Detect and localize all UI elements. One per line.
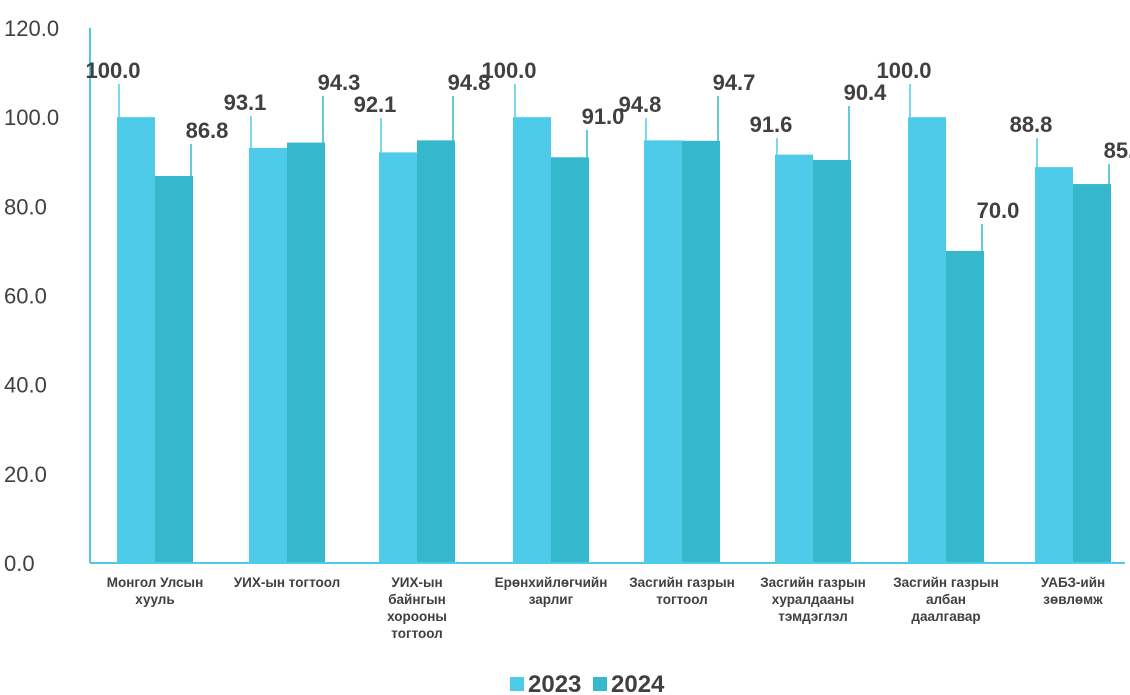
x-tick-label: Ерөнхийлөгчийн зарлиг: [495, 575, 608, 607]
data-label: 92.1: [354, 92, 397, 117]
bar-2024: [155, 176, 193, 563]
bar-2023: [644, 140, 682, 563]
y-tick-label: 100.0: [4, 105, 59, 130]
x-tick-label: Монгол Улсын хууль: [107, 575, 203, 607]
bars: [117, 117, 1111, 564]
data-label: 70.0: [977, 198, 1020, 223]
legend-label-2024: 2024: [611, 671, 665, 695]
y-tick-label: 60.0: [4, 284, 47, 309]
data-label: 100.0: [481, 58, 536, 83]
bar-2023: [908, 117, 946, 564]
legend: 2023 2024: [510, 671, 665, 695]
bar-2023: [379, 152, 417, 563]
x-tick-label: Засгийн газрын хуралдааны тэмдэглэл: [760, 575, 866, 624]
legend-swatch-2023: [510, 677, 524, 691]
data-labels: 100.093.1 92.1100.094.891.6100.088.886.89…: [85, 58, 1130, 223]
data-label-leaders: [118, 84, 1110, 251]
data-label: 94.7: [713, 70, 756, 95]
data-label: 90.4: [844, 80, 888, 105]
x-tick-label: УИХ-ын тогтоол: [234, 575, 341, 590]
bar-2024: [551, 157, 589, 563]
data-label: 100.0: [876, 58, 931, 83]
bar-2024: [682, 140, 720, 563]
y-tick-label: 120.0: [4, 16, 59, 41]
y-tick-label: 20.0: [4, 462, 47, 487]
bar-2023: [513, 117, 551, 564]
bar-2023: [775, 154, 813, 563]
x-tick-label: УАБЗ-ийн зөвлөмж: [1041, 575, 1105, 607]
y-axis: 0.0 20.0 40.0 60.0 80.0 100.0 120.0: [4, 16, 91, 576]
data-label: 100.0: [85, 58, 140, 83]
data-label: 94.8: [619, 92, 662, 117]
data-label: 94.3: [318, 70, 361, 95]
data-label: 86.8: [186, 118, 229, 143]
x-tick-label: Засгийн газрын тогтоол: [629, 575, 735, 607]
bar-2023: [1035, 167, 1073, 563]
data-label: 94.8: [448, 70, 491, 95]
bar-2024: [287, 142, 325, 563]
bar-2023: [249, 147, 287, 563]
y-tick-label: 40.0: [4, 373, 47, 398]
bar-2024: [946, 250, 984, 563]
data-label: 91.0: [582, 104, 625, 129]
data-label: 91.6: [750, 112, 793, 137]
legend-swatch-2024: [593, 677, 607, 691]
x-tick-label: УИХ-ын байнгын хорооны тогтоол: [387, 575, 447, 641]
x-axis: Монгол Улсын хууль УИХ-ын тогтоол УИХ-ын бай…: [90, 562, 1125, 641]
y-tick-label: 80.0: [4, 194, 47, 219]
bar-2023: [117, 117, 155, 564]
data-label: 88.8: [1010, 112, 1053, 137]
bar-2024: [813, 159, 851, 563]
data-label: 93.1: [224, 90, 267, 115]
y-tick-label: 0.0: [4, 551, 35, 576]
data-label: 85.0: [1104, 138, 1130, 163]
bar-2024: [1073, 184, 1111, 563]
legend-label-2023: 2023: [528, 671, 581, 695]
bar-2024: [417, 140, 455, 563]
x-tick-label: Засгийн газрын албан даалгавар: [893, 575, 999, 624]
